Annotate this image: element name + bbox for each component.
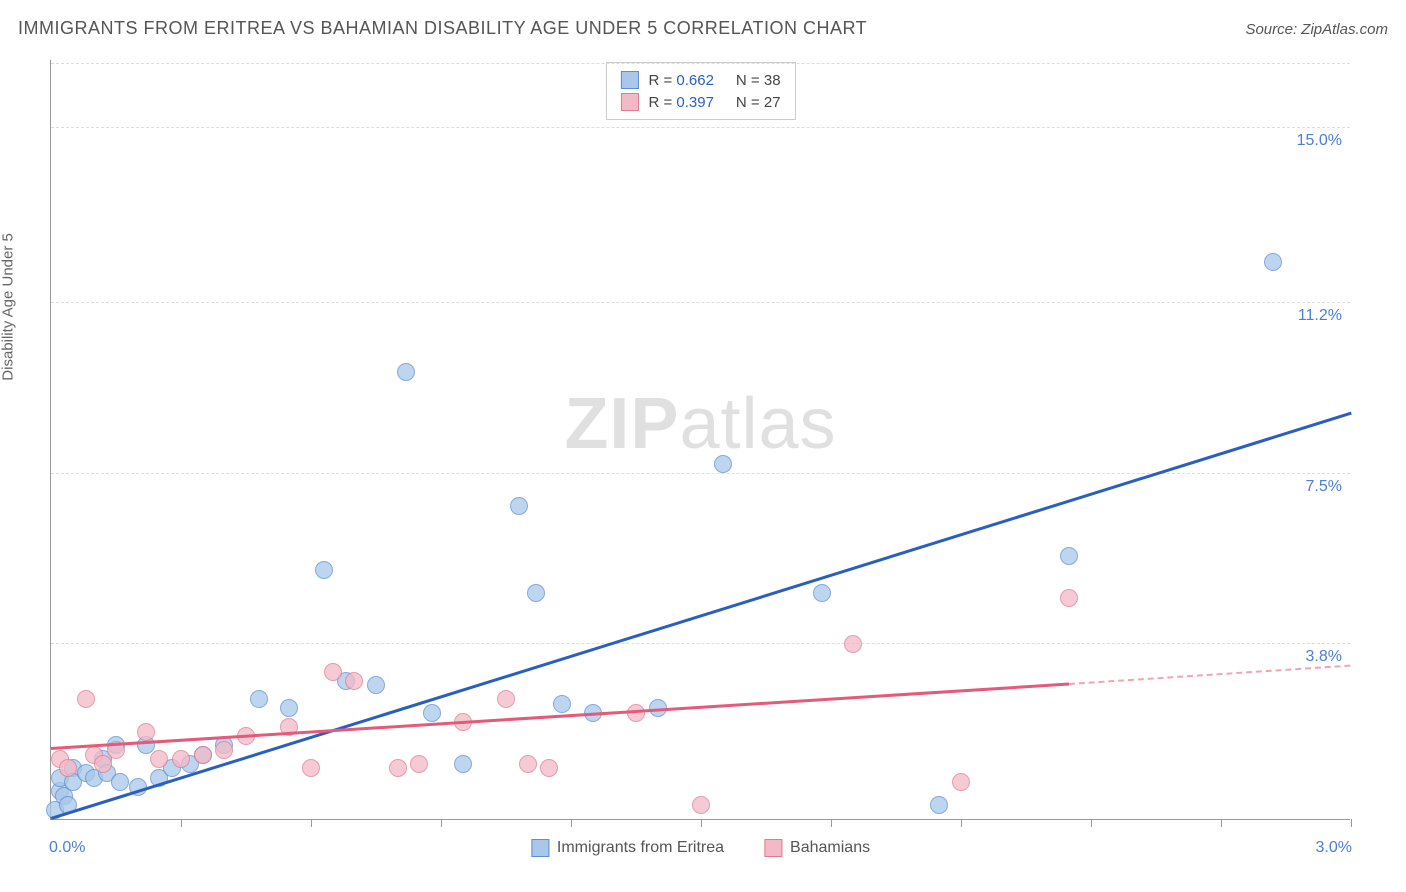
data-point xyxy=(497,690,515,708)
data-point xyxy=(172,750,190,768)
gridline xyxy=(51,302,1350,303)
data-point xyxy=(844,635,862,653)
watermark: ZIPatlas xyxy=(564,383,836,465)
data-point xyxy=(1060,547,1078,565)
data-point xyxy=(410,755,428,773)
data-point xyxy=(345,672,363,690)
data-point xyxy=(540,759,558,777)
data-point xyxy=(813,584,831,602)
legend-item: Bahamians xyxy=(764,839,870,857)
data-point xyxy=(952,773,970,791)
chart-title: IMMIGRANTS FROM ERITREA VS BAHAMIAN DISA… xyxy=(18,18,867,39)
legend-n: N = 38 xyxy=(736,72,781,89)
gridline xyxy=(51,127,1350,128)
legend-swatch xyxy=(764,839,782,857)
data-point xyxy=(194,746,212,764)
data-point xyxy=(627,704,645,722)
header: IMMIGRANTS FROM ERITREA VS BAHAMIAN DISA… xyxy=(18,18,1388,39)
x-tick xyxy=(701,819,702,827)
data-point xyxy=(1264,253,1282,271)
data-point xyxy=(111,773,129,791)
legend-row: R = 0.662 N = 38 xyxy=(620,69,780,91)
legend-r: R = 0.397 xyxy=(648,94,713,111)
x-tick xyxy=(961,819,962,827)
x-tick xyxy=(571,819,572,827)
data-point xyxy=(280,699,298,717)
legend-swatch xyxy=(620,71,638,89)
legend-row: R = 0.397 N = 27 xyxy=(620,91,780,113)
data-point xyxy=(150,750,168,768)
data-point xyxy=(389,759,407,777)
y-tick-label: 15.0% xyxy=(1297,132,1342,150)
data-point xyxy=(553,695,571,713)
data-point xyxy=(315,561,333,579)
data-point xyxy=(250,690,268,708)
x-corner-label: 0.0% xyxy=(49,839,85,857)
data-point xyxy=(454,755,472,773)
data-point xyxy=(324,663,342,681)
y-tick-label: 7.5% xyxy=(1306,478,1342,496)
data-point xyxy=(77,690,95,708)
legend-label: Bahamians xyxy=(790,839,870,857)
x-tick xyxy=(311,819,312,827)
x-corner-label: 3.0% xyxy=(1316,839,1352,857)
data-point xyxy=(1060,589,1078,607)
scatter-plot: ZIPatlas R = 0.662N = 38R = 0.397N = 27 … xyxy=(50,60,1350,820)
series-legend: Immigrants from Eritrea Bahamians xyxy=(531,839,870,857)
x-tick xyxy=(1091,819,1092,827)
trend-line xyxy=(51,683,1069,750)
x-tick xyxy=(181,819,182,827)
data-point xyxy=(59,759,77,777)
y-tick-label: 3.8% xyxy=(1306,648,1342,666)
x-tick xyxy=(441,819,442,827)
data-point xyxy=(215,741,233,759)
y-axis-label: Disability Age Under 5 xyxy=(0,233,17,381)
trend-line xyxy=(1069,665,1351,685)
gridline xyxy=(51,643,1350,644)
data-point xyxy=(137,723,155,741)
y-tick-label: 11.2% xyxy=(1298,307,1342,325)
legend-r: R = 0.662 xyxy=(648,72,713,89)
data-point xyxy=(519,755,537,773)
data-point xyxy=(397,363,415,381)
source-label: Source: ZipAtlas.com xyxy=(1245,21,1388,38)
legend-swatch xyxy=(620,93,638,111)
legend-n: N = 27 xyxy=(736,94,781,111)
data-point xyxy=(510,497,528,515)
data-point xyxy=(930,796,948,814)
data-point xyxy=(302,759,320,777)
legend-label: Immigrants from Eritrea xyxy=(557,839,724,857)
legend-item: Immigrants from Eritrea xyxy=(531,839,724,857)
data-point xyxy=(94,755,112,773)
legend-swatch xyxy=(531,839,549,857)
x-tick xyxy=(831,819,832,827)
data-point xyxy=(527,584,545,602)
data-point xyxy=(692,796,710,814)
data-point xyxy=(714,455,732,473)
x-tick xyxy=(1351,819,1352,827)
data-point xyxy=(423,704,441,722)
correlation-legend: R = 0.662 N = 38 R = 0.397 N = 27 xyxy=(605,62,795,120)
x-tick xyxy=(1221,819,1222,827)
data-point xyxy=(367,676,385,694)
gridline xyxy=(51,63,1350,64)
